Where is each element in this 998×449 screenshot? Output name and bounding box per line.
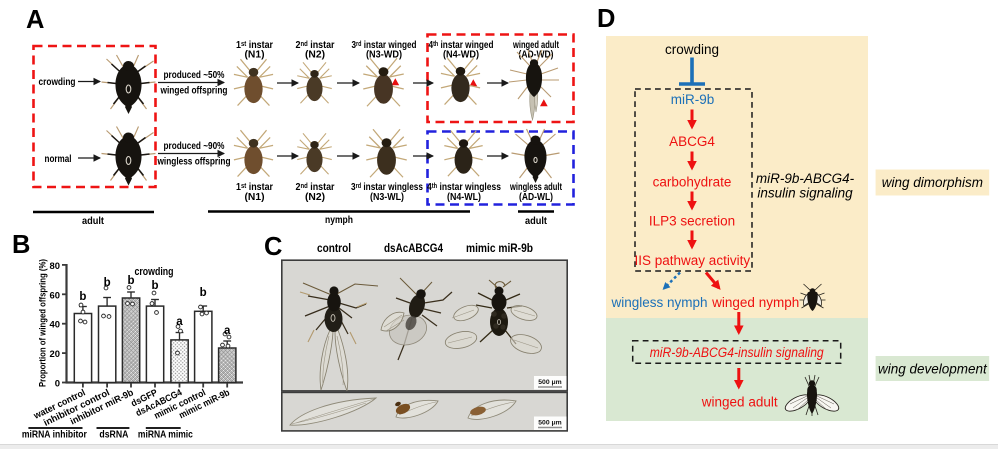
svg-text:adult: adult [525,215,547,227]
svg-text:(N2): (N2) [305,49,325,61]
svg-text:ABCG4: ABCG4 [669,134,715,149]
svg-text:80: 80 [50,261,61,272]
svg-text:miRNA mimic: miRNA mimic [138,430,193,441]
svg-text:crowding: crowding [665,42,719,57]
svg-text:wing development: wing development [878,362,988,377]
svg-text:IIS pathway activity: IIS pathway activity [635,253,751,268]
svg-text:(N1): (N1) [245,49,265,61]
svg-text:carbohydrate: carbohydrate [653,175,732,190]
svg-text:C: C [264,233,282,261]
svg-text:dsAcABCG4: dsAcABCG4 [384,241,443,255]
svg-text:A: A [26,6,44,34]
svg-text:winged offspring: winged offspring [160,85,228,97]
svg-text:miR-9b: miR-9b [671,92,715,107]
svg-text:crowding: crowding [39,76,76,88]
svg-text:20: 20 [50,349,61,360]
svg-text:miRNA inhibitor: miRNA inhibitor [22,430,87,441]
svg-text:adult: adult [82,215,104,227]
svg-text:wingless nymph: wingless nymph [610,295,707,310]
svg-text:b: b [79,291,86,303]
svg-text:miR-9b-ABCG4-insulin signaling: miR-9b-ABCG4-insulin signaling [650,345,824,360]
svg-text:nymph: nymph [325,214,353,226]
svg-text:3rd instar wingless: 3rd instar wingless [351,181,423,193]
svg-text:4th instar wingless: 4th instar wingless [427,181,501,193]
svg-text:0: 0 [55,379,60,390]
svg-text:500 μm: 500 μm [538,379,561,386]
svg-text:wingless offspring: wingless offspring [157,156,231,168]
svg-text:(N3-WD): (N3-WD) [366,49,402,61]
svg-text:(AD-WL): (AD-WL) [519,191,553,203]
svg-text:crowding: crowding [135,266,174,278]
svg-text:normal: normal [45,153,72,165]
svg-text:b: b [151,280,158,292]
svg-text:miR-9b-ABCG4-: miR-9b-ABCG4- [756,171,855,186]
svg-text:produced ~90%: produced ~90% [164,140,226,152]
svg-text:D: D [597,5,615,33]
svg-text:produced ~50%: produced ~50% [164,69,226,81]
svg-text:winged nymph: winged nymph [711,295,799,310]
svg-text:(N3-WL): (N3-WL) [370,191,404,203]
svg-text:b: b [127,275,134,287]
svg-text:a: a [176,316,183,328]
svg-text:500 μm: 500 μm [538,420,561,427]
svg-text:(N2): (N2) [305,191,325,203]
svg-text:mimic miR-9b: mimic miR-9b [466,241,533,255]
svg-text:B: B [12,231,30,259]
svg-text:a: a [224,325,231,337]
svg-text:(N4-WL): (N4-WL) [447,191,481,203]
svg-text:winged adult: winged adult [512,39,559,51]
svg-text:(N4-WD): (N4-WD) [443,49,479,61]
svg-text:dsRNA: dsRNA [99,430,128,441]
svg-text:control: control [317,241,351,255]
svg-text:ILP3 secretion: ILP3 secretion [649,214,735,229]
svg-text:Proportion of winged offspring: Proportion of winged offspring (%) [38,259,48,387]
svg-text:60: 60 [50,290,61,301]
svg-text:b: b [200,287,207,299]
svg-text:(AD-WD): (AD-WD) [519,49,554,61]
svg-text:b: b [104,277,111,289]
svg-text:4th instar winged: 4th instar winged [429,39,494,51]
svg-text:(N1): (N1) [245,191,265,203]
svg-text:40: 40 [50,320,61,331]
svg-text:wingless adult: wingless adult [509,181,562,193]
svg-text:3rd instar winged: 3rd instar winged [352,39,417,51]
svg-text:wing dimorphism: wing dimorphism [882,175,983,190]
svg-text:insulin signaling: insulin signaling [757,186,853,201]
svg-text:winged adult: winged adult [701,395,778,410]
